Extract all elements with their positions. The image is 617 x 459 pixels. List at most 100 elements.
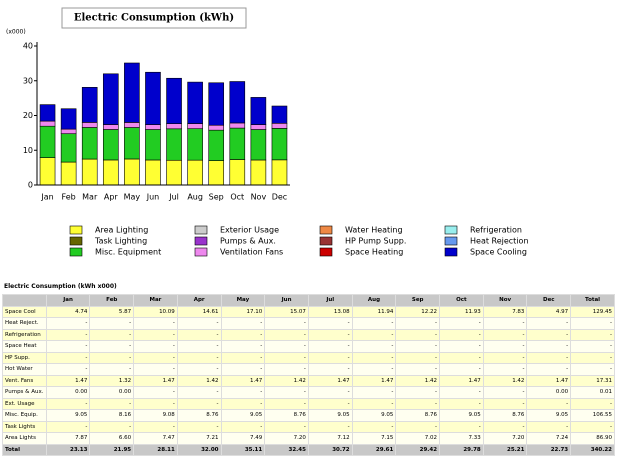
table-cell: 7.83 bbox=[482, 305, 528, 318]
table-cell: 12.22 bbox=[395, 305, 441, 318]
bar-segment bbox=[81, 122, 98, 128]
table-cell: 9.05 bbox=[220, 409, 266, 422]
legend-label: Misc. Equipment bbox=[95, 248, 161, 257]
table-cell: - bbox=[307, 386, 353, 399]
table-cell: - bbox=[133, 420, 178, 433]
table-cell: - bbox=[439, 420, 484, 433]
table-cell: - bbox=[570, 317, 615, 330]
table-title: Electric Consumption (kWh x000) bbox=[4, 283, 117, 290]
table-row: Space Cool 4.74 5.87 10.09 14.61 17.10 15.07 13… bbox=[2, 305, 615, 318]
legend-label: Exterior Usage bbox=[220, 226, 279, 235]
table-cell: 23.13 bbox=[45, 443, 91, 456]
legend-label: Heat Rejection bbox=[470, 237, 529, 246]
table-cell: - bbox=[220, 363, 266, 376]
table-cell: 8.76 bbox=[395, 409, 441, 422]
header-cell: Nov bbox=[482, 294, 528, 307]
table-cell: - bbox=[351, 340, 397, 353]
y-tick-label: 0 bbox=[28, 181, 33, 190]
table-cell: - bbox=[45, 420, 91, 433]
table-cell: - bbox=[220, 328, 266, 341]
x-tick-label: Dec bbox=[272, 193, 287, 202]
table-cell: - bbox=[307, 363, 353, 376]
table-cell: - bbox=[264, 397, 309, 410]
table-cell: 11.94 bbox=[351, 305, 397, 318]
table-cell: 9.05 bbox=[45, 409, 91, 422]
table-cell: - bbox=[482, 397, 528, 410]
table-row: Vent. Fans 1.47 1.32 1.47 1.42 1.47 1.42 1.47 1.… bbox=[2, 374, 615, 387]
table-row: Total 23.13 21.95 28.11 32.00 35.11 32.45 30.72… bbox=[2, 443, 615, 456]
table-cell: 10.09 bbox=[133, 305, 178, 318]
chart-title: Electric Consumption (kWh) bbox=[74, 13, 234, 24]
table-cell: - bbox=[45, 328, 91, 341]
table-cell: 7.20 bbox=[482, 432, 528, 445]
table-cell: HP Supp. bbox=[2, 351, 47, 364]
table-cell: 4.97 bbox=[526, 305, 572, 318]
table-cell: 17.31 bbox=[570, 374, 615, 387]
bar-segment bbox=[102, 73, 119, 125]
table-cell: - bbox=[482, 351, 528, 364]
table-cell: 8.16 bbox=[89, 409, 135, 422]
bar-segment bbox=[145, 159, 161, 186]
bar-segment bbox=[250, 124, 267, 130]
table-cell: - bbox=[351, 328, 397, 341]
bar-segment bbox=[124, 122, 140, 128]
table-cell: 106.55 bbox=[570, 409, 615, 422]
table-cell: 7.02 bbox=[395, 432, 441, 445]
legend-swatch bbox=[444, 225, 458, 235]
table-cell: - bbox=[482, 328, 528, 341]
table-cell: - bbox=[220, 317, 266, 330]
table-cell: 8.76 bbox=[264, 409, 309, 422]
table-cell: - bbox=[526, 397, 572, 410]
bar-segment bbox=[208, 124, 225, 131]
legend-swatch bbox=[194, 247, 208, 257]
table-cell: - bbox=[482, 386, 528, 399]
table-cell: 7.20 bbox=[264, 432, 309, 445]
header-cell: Feb bbox=[89, 294, 135, 307]
legend-swatch bbox=[319, 225, 333, 235]
table-cell: - bbox=[307, 328, 353, 341]
header-cell bbox=[2, 294, 47, 307]
table-cell: - bbox=[176, 340, 222, 353]
bar-segment bbox=[250, 97, 267, 125]
table-cell: 1.47 bbox=[220, 374, 266, 387]
table-cell: - bbox=[482, 420, 528, 433]
table-cell: - bbox=[176, 386, 222, 399]
table-cell: - bbox=[439, 363, 484, 376]
bar-segment bbox=[124, 62, 140, 123]
x-tick-label: Jan bbox=[40, 193, 53, 202]
x-tick-label: Aug bbox=[187, 193, 203, 202]
bar-segment bbox=[271, 105, 288, 124]
table-cell: - bbox=[176, 363, 222, 376]
table-cell: 129.45 bbox=[570, 305, 615, 318]
table-cell: - bbox=[220, 386, 266, 399]
table-row: Ext. Usage - - - - - - - - - - - - - bbox=[2, 397, 615, 410]
header-cell: Jul bbox=[307, 294, 353, 307]
table-cell: - bbox=[439, 397, 484, 410]
x-tick-label: Mar bbox=[82, 193, 98, 202]
y-tick-label: 10 bbox=[23, 146, 33, 155]
table-cell: 21.95 bbox=[89, 443, 135, 456]
table-cell: - bbox=[220, 340, 266, 353]
header-cell: Mar bbox=[133, 294, 178, 307]
table-cell: - bbox=[570, 340, 615, 353]
table-cell: 1.42 bbox=[395, 374, 441, 387]
table-cell: - bbox=[45, 397, 91, 410]
bar-segment bbox=[166, 159, 182, 186]
bar-segment bbox=[81, 127, 98, 160]
table-row: Hot Water - - - - - - - - - - - - - bbox=[2, 363, 615, 376]
table-cell: 1.47 bbox=[526, 374, 572, 387]
table-cell: - bbox=[526, 363, 572, 376]
table-cell: - bbox=[220, 351, 266, 364]
table-cell: - bbox=[264, 317, 309, 330]
bar-segment bbox=[187, 128, 203, 161]
table-cell: 0.00 bbox=[45, 386, 91, 399]
table-cell: 6.60 bbox=[89, 432, 135, 445]
table-cell: - bbox=[395, 351, 441, 364]
table-cell: - bbox=[526, 328, 572, 341]
table-cell: - bbox=[45, 340, 91, 353]
legend-label: HP Pump Supp. bbox=[345, 237, 406, 246]
table-cell: - bbox=[351, 420, 397, 433]
table-row: Misc. Equip. 9.05 8.16 9.08 8.76 9.05 8.76 9.05… bbox=[2, 409, 615, 422]
legend-swatch bbox=[319, 236, 333, 246]
table-cell: - bbox=[482, 340, 528, 353]
